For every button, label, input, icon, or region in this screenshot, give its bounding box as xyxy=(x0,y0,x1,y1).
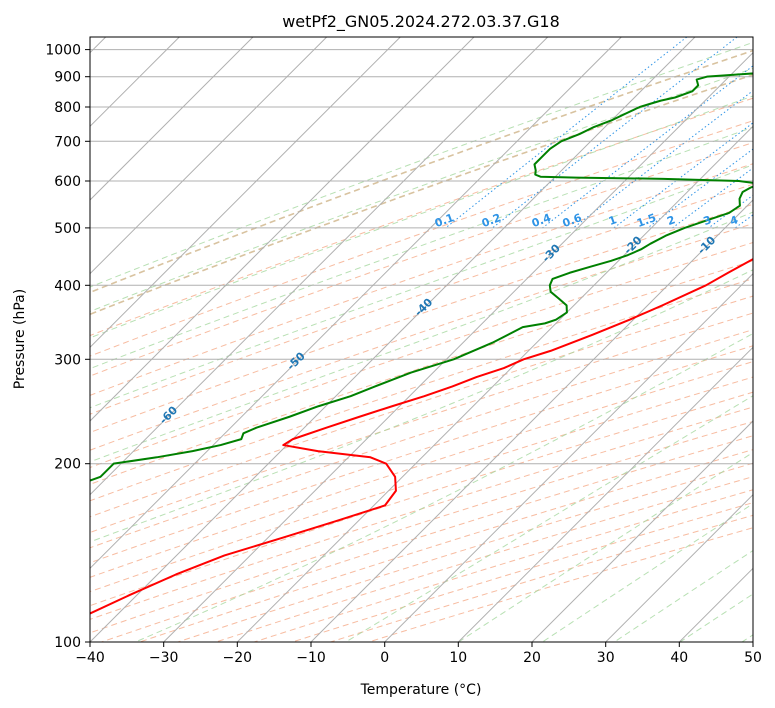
mixing-ratio-line xyxy=(672,167,753,229)
x-tick-label: −20 xyxy=(223,650,253,666)
isotherm-line xyxy=(605,493,753,642)
mixing-ratio-label: 2 xyxy=(665,213,677,228)
moist-adiabat-line xyxy=(90,126,753,370)
y-axis-label: Pressure (hPa) xyxy=(12,289,28,389)
dry-adiabat-line xyxy=(90,73,753,316)
y-tick-label: 800 xyxy=(54,100,81,116)
moist-adiabat-line xyxy=(90,95,753,339)
isotherm-line xyxy=(90,37,475,422)
mixing-ratio-label: 0.2 xyxy=(480,211,503,230)
mixing-ratio-label: 1.5 xyxy=(635,211,658,230)
y-axis: 100 200 300 400 500 600 700 800 900 1000 xyxy=(45,43,90,651)
dry-adiabat-line xyxy=(90,312,753,534)
y-tick-label: 200 xyxy=(54,457,81,473)
isotherm-line xyxy=(90,37,254,201)
x-tick-label: −40 xyxy=(75,650,105,666)
x-tick-label: −30 xyxy=(149,650,179,666)
mixing-ratio-line xyxy=(542,65,753,229)
x-tick-label: 50 xyxy=(744,650,762,666)
isotherm-line xyxy=(90,37,401,349)
isotherm-line xyxy=(457,346,753,642)
mixing-ratio-label: 1 xyxy=(607,213,619,228)
chart-title: wetPf2_GN05.2024.272.03.37.G18 xyxy=(282,12,560,32)
x-axis-label: Temperature (°C) xyxy=(360,682,482,698)
mixing-ratio-label: 4 xyxy=(728,213,740,228)
temperature-profile-line xyxy=(90,258,753,615)
y-tick-label: 300 xyxy=(54,352,81,368)
x-tick-label: 10 xyxy=(449,650,467,666)
dry-adiabat-line xyxy=(90,278,753,502)
plot-area: 0102030400.10.20.40.611.5234681013162025… xyxy=(90,37,753,642)
mixing-ratio-label: 3 xyxy=(702,213,714,228)
y-tick-label: 500 xyxy=(54,221,81,237)
x-tick-label: 20 xyxy=(523,650,541,666)
isotherm-grid xyxy=(90,37,753,642)
dewpoint-profile-line xyxy=(90,72,753,482)
x-tick-label: 40 xyxy=(670,650,688,666)
y-tick-label: 900 xyxy=(54,70,81,86)
y-tick-label: 600 xyxy=(54,174,81,190)
isotherm-line xyxy=(163,51,753,642)
y-tick-label: 400 xyxy=(54,278,81,294)
moist-adiabats xyxy=(90,41,753,642)
dry-adiabat-line xyxy=(90,329,753,549)
moist-adiabat-line xyxy=(135,332,753,642)
dry-adiabat-line xyxy=(90,163,753,396)
mixing-ratio-label: 0.1 xyxy=(433,211,456,230)
mixing-ratio-line xyxy=(572,90,753,229)
dry-adiabat-line xyxy=(90,142,753,377)
dry-adiabat-line xyxy=(90,183,753,415)
y-tick-label: 700 xyxy=(54,134,81,150)
x-tick-label: 0 xyxy=(380,650,389,666)
isotherm-line xyxy=(90,37,549,496)
isotherm-line xyxy=(90,37,622,570)
isotherm-line xyxy=(310,199,753,642)
y-tick-label: 1000 xyxy=(45,43,81,59)
isotherm-line xyxy=(384,272,753,642)
isotherm-line xyxy=(90,37,328,275)
mixing-ratio-label: 0.4 xyxy=(530,211,553,230)
dry-adiabat-line xyxy=(90,223,753,451)
dry-adiabat-line xyxy=(90,391,753,607)
isotherm-line xyxy=(236,125,753,642)
plot-frame xyxy=(89,36,754,643)
y-tick-label: 100 xyxy=(54,635,81,651)
x-tick-label: −10 xyxy=(296,650,326,666)
isobar-grid xyxy=(90,49,753,642)
isotherm-line xyxy=(531,420,753,642)
moist-adiabat-line xyxy=(90,164,753,409)
moist-adiabat-line xyxy=(90,67,753,313)
dry-adiabat-line xyxy=(90,49,753,294)
x-axis: −40 −30 −20 −10 0 10 20 30 40 50 xyxy=(75,642,762,666)
isotherm-line xyxy=(90,37,696,642)
moist-adiabat-line xyxy=(90,211,753,463)
sounding-profiles xyxy=(90,72,753,615)
dry-adiabat-line xyxy=(90,97,753,337)
x-tick-label: 30 xyxy=(597,650,615,666)
mixing-ratio-label: 0.6 xyxy=(561,211,584,230)
